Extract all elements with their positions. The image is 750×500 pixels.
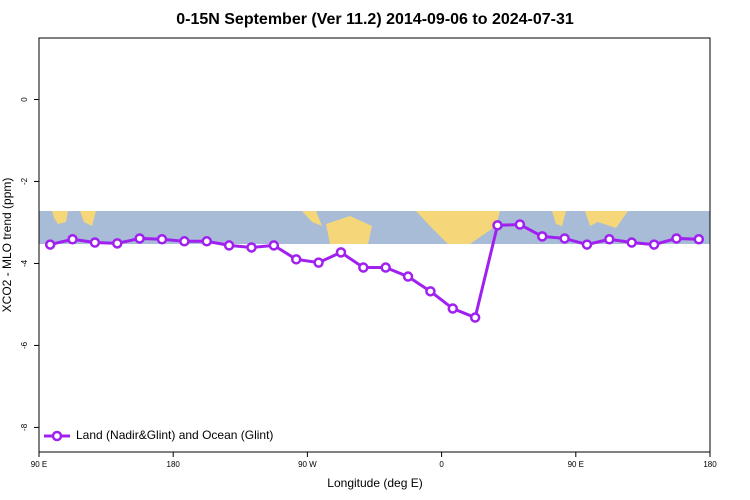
- data-point: [380, 262, 391, 273]
- data-point: [514, 219, 526, 230]
- data-point: [156, 234, 168, 245]
- data-point: [201, 236, 212, 247]
- data-point: [537, 231, 548, 242]
- data-point: [581, 239, 593, 250]
- x-axis-label: Longitude (deg E): [327, 476, 422, 490]
- data-point: [447, 303, 459, 314]
- plot-frame: [38, 37, 711, 453]
- y-tick-label: -8: [20, 423, 29, 431]
- data-point: [671, 233, 682, 244]
- x-tick-label: 180: [167, 460, 181, 469]
- data-point: [693, 234, 705, 245]
- x-tick-label: 180: [703, 460, 717, 469]
- chart-title: 0-15N September (Ver 11.2) 2014-09-06 to…: [176, 11, 574, 28]
- x-tick-label: 90 E: [31, 460, 47, 469]
- data-point: [402, 271, 414, 282]
- data-point: [313, 257, 324, 268]
- x-tick-label: 0: [439, 460, 444, 469]
- data-point: [89, 237, 101, 248]
- y-tick-label: -2: [20, 177, 29, 185]
- data-point: [358, 262, 369, 273]
- data-point: [626, 237, 637, 248]
- data-point: [134, 233, 145, 244]
- data-point: [112, 238, 123, 249]
- data-point: [290, 254, 302, 265]
- legend-marker: [51, 430, 63, 442]
- data-point: [223, 240, 235, 251]
- y-tick-label: -4: [20, 259, 29, 267]
- data-point: [648, 239, 660, 250]
- data-point: [44, 239, 56, 250]
- data-point: [67, 234, 78, 245]
- data-point: [604, 234, 615, 245]
- x-tick-label: 90 E: [568, 460, 584, 469]
- y-tick-label: 0: [20, 97, 29, 102]
- data-point: [559, 233, 570, 244]
- data-point: [268, 240, 280, 251]
- data-point: [469, 312, 481, 323]
- data-point: [179, 236, 190, 247]
- data-point: [492, 220, 503, 231]
- x-tick-label: 90 W: [298, 460, 317, 469]
- data-point: [246, 242, 257, 253]
- data-point: [335, 247, 347, 258]
- legend-label: Land (Nadir&Glint) and Ocean (Glint): [76, 428, 273, 442]
- y-tick-label: -6: [20, 341, 29, 349]
- data-point: [425, 286, 436, 297]
- y-axis-label: XCO2 - MLO trend (ppm): [0, 178, 14, 313]
